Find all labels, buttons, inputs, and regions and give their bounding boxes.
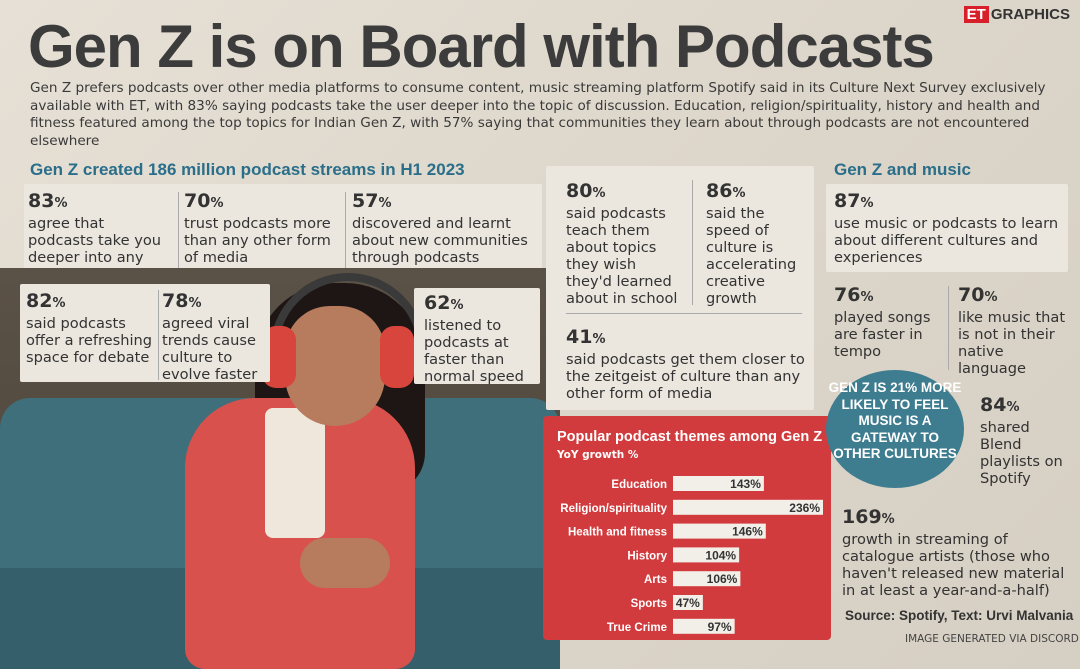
right-section-heading: Gen Z and music: [834, 160, 971, 179]
chart-title: Popular podcast themes among Gen Z: [557, 429, 823, 445]
chart-category-label: Health and fitness: [568, 527, 667, 539]
stat-169-catalogue: 169% growth in streaming of catalogue ar…: [842, 506, 1065, 599]
stat-57-communities: 57% discovered and learnt about new comm…: [352, 190, 528, 266]
chart-bar: [673, 523, 766, 539]
divider: [692, 180, 693, 305]
stat-86-culture: 86% said the speed of culture is acceler…: [706, 180, 797, 307]
stat-80-school: 80% said podcasts teach them about topic…: [566, 180, 678, 307]
chart-category-label: History: [627, 550, 667, 562]
left-stats-box-top: [24, 184, 542, 272]
stat-84-blend: 84% shared Blend playlists on Spotify: [980, 394, 1063, 487]
chart-value-label: 146%: [732, 525, 763, 539]
stat-62-speed: 62% listened to podcasts at faster than …: [424, 292, 524, 385]
chart-bar: [673, 618, 735, 634]
intro-paragraph: Gen Z prefers podcasts over other media …: [30, 80, 1046, 149]
chart-bar: [673, 499, 823, 515]
page-title: Gen Z is on Board with Podcasts: [28, 13, 935, 80]
chart-bar: [673, 547, 740, 563]
chart-value-label: 106%: [707, 572, 738, 586]
stat-82-debate: 82% said podcasts offer a refreshing spa…: [26, 290, 153, 366]
right-stats-box-top: [826, 184, 1068, 272]
chart-category-label: Education: [611, 479, 667, 491]
source-line: Source: Spotify, Text: Urvi Malvania: [845, 608, 1074, 623]
chart-category-label: Religion/spirituality: [560, 503, 667, 515]
chart-value-label: 236%: [789, 501, 820, 515]
stat-76-tempo: 76% played songs are faster in tempo: [834, 284, 931, 360]
divider: [178, 192, 179, 268]
stat-62-box: [414, 288, 540, 384]
chart-bar: [673, 595, 703, 610]
chart-value-label: 104%: [705, 548, 736, 562]
chart-value-label: 143%: [730, 477, 761, 491]
gateway-badge: GEN Z IS 21% MORE LIKELY TO FEEL MUSIC I…: [826, 370, 964, 488]
stat-41-zeitgeist: 41% said podcasts get them closer to the…: [566, 326, 805, 402]
chart-subtitle: YoY growth %: [557, 449, 639, 461]
stat-87-cultures: 87% use music or podcasts to learn about…: [834, 190, 1059, 266]
chart-category-label: Arts: [644, 574, 667, 586]
chart-value-label: 47%: [676, 596, 700, 610]
stat-70-trust: 70% trust podcasts more than any other f…: [184, 190, 331, 266]
chart-plot: Education 143% Religion/spirituality 236% He…: [560, 476, 823, 634]
chart-category-label: Sports: [631, 598, 667, 610]
chart-bar: [673, 476, 764, 491]
chart-bar: [673, 571, 741, 587]
left-section-heading: Gen Z created 186 million podcast stream…: [30, 160, 465, 179]
chart-category-label: True Crime: [607, 622, 667, 634]
left-stats-box-bottom: [20, 284, 270, 382]
divider: [158, 290, 159, 380]
stat-78-viral: 78% agreed viral trends cause culture to…: [162, 290, 258, 383]
divider: [948, 286, 949, 370]
image-credit: IMAGE GENERATED VIA DISCORD: [905, 633, 1079, 645]
podcast-themes-chart: Popular podcast themes among Gen Z YoY g…: [543, 416, 831, 640]
brand-logo: ET GRAPHICS: [963, 6, 1070, 23]
middle-stats-box: [546, 166, 814, 410]
stat-70-language: 70% like music that is not in their nati…: [958, 284, 1066, 377]
chart-value-label: 97%: [708, 620, 732, 634]
divider: [345, 192, 346, 268]
divider: [566, 313, 802, 314]
